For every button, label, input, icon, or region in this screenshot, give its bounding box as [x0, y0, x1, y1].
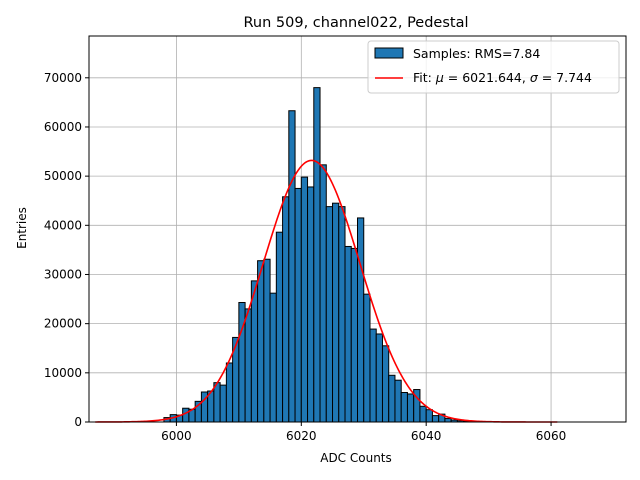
legend-fit-label: Fit: μ = 6021.644, σ = 7.744	[413, 70, 592, 85]
histogram-bar	[319, 164, 327, 423]
histogram-bar	[244, 308, 252, 423]
x-axis-title: ADC Counts	[320, 451, 392, 465]
x-tick-label: 6000	[161, 429, 192, 443]
histogram-bar	[400, 391, 408, 423]
histogram-bar	[257, 260, 265, 423]
histogram-bar	[213, 382, 221, 423]
y-tick-label: 0	[74, 415, 82, 429]
histogram-bar	[300, 176, 309, 423]
histogram-bar	[307, 186, 315, 423]
histogram-bar	[288, 110, 296, 423]
legend-samples-label: Samples: RMS=7.84	[413, 46, 540, 61]
fit-curve-group	[95, 159, 558, 423]
histogram-bar	[294, 187, 302, 423]
histogram-bar	[269, 292, 277, 423]
histogram-bar	[431, 415, 440, 423]
histogram-bar	[182, 407, 190, 423]
histogram-bar	[238, 302, 246, 423]
histogram-bar	[369, 328, 377, 423]
gaussian-fit-curve	[95, 159, 558, 423]
y-axis-ticks: 0 10000 20000 30000 40000 50000 60000 70000	[44, 71, 89, 429]
histogram-bar	[313, 87, 321, 423]
x-tick-label: 6020	[286, 429, 317, 443]
histogram-bar	[375, 333, 383, 423]
histogram-bar	[275, 231, 284, 423]
histogram-bar	[425, 409, 433, 423]
histogram-bar	[325, 206, 334, 423]
y-axis-title: Entries	[15, 207, 29, 249]
legend: Samples: RMS=7.84 Fit: μ = 6021.644, σ =…	[367, 40, 620, 94]
histogram-bar	[225, 362, 234, 423]
y-tick-label: 40000	[44, 218, 82, 232]
histogram-bar	[444, 418, 452, 423]
chart-title: Run 509, channel022, Pedestal	[243, 15, 468, 31]
x-axis-ticks: 6000 6020 6040 6060	[161, 422, 566, 443]
plot-area-frame	[88, 35, 627, 423]
x-tick-label: 6040	[411, 429, 442, 443]
y-tick-label: 20000	[44, 317, 82, 331]
histogram-bar	[219, 384, 227, 423]
histogram-bar	[263, 258, 271, 423]
x-tick-label: 6060	[536, 429, 567, 443]
y-tick-label: 50000	[44, 169, 82, 183]
histogram-bar	[419, 405, 427, 423]
histogram-bar	[282, 196, 290, 423]
histogram-bar	[381, 345, 390, 423]
y-tick-label: 30000	[44, 267, 82, 281]
y-tick-label: 10000	[44, 366, 82, 380]
y-tick-label: 70000	[44, 71, 82, 85]
legend-frame	[367, 40, 620, 94]
histogram-bar	[363, 293, 371, 423]
histogram-bar	[357, 217, 365, 423]
histogram-bar	[332, 202, 340, 423]
histogram-bar	[250, 280, 259, 423]
histogram-bar	[350, 247, 359, 423]
histogram-bar	[406, 393, 415, 423]
y-tick-label: 60000	[44, 120, 82, 134]
histogram-bar	[388, 374, 396, 423]
histogram-bars	[163, 87, 483, 423]
legend-samples-swatch	[374, 47, 404, 59]
histogram-bar	[338, 206, 346, 423]
histogram-bar	[394, 379, 402, 423]
histogram-bar	[344, 245, 352, 423]
